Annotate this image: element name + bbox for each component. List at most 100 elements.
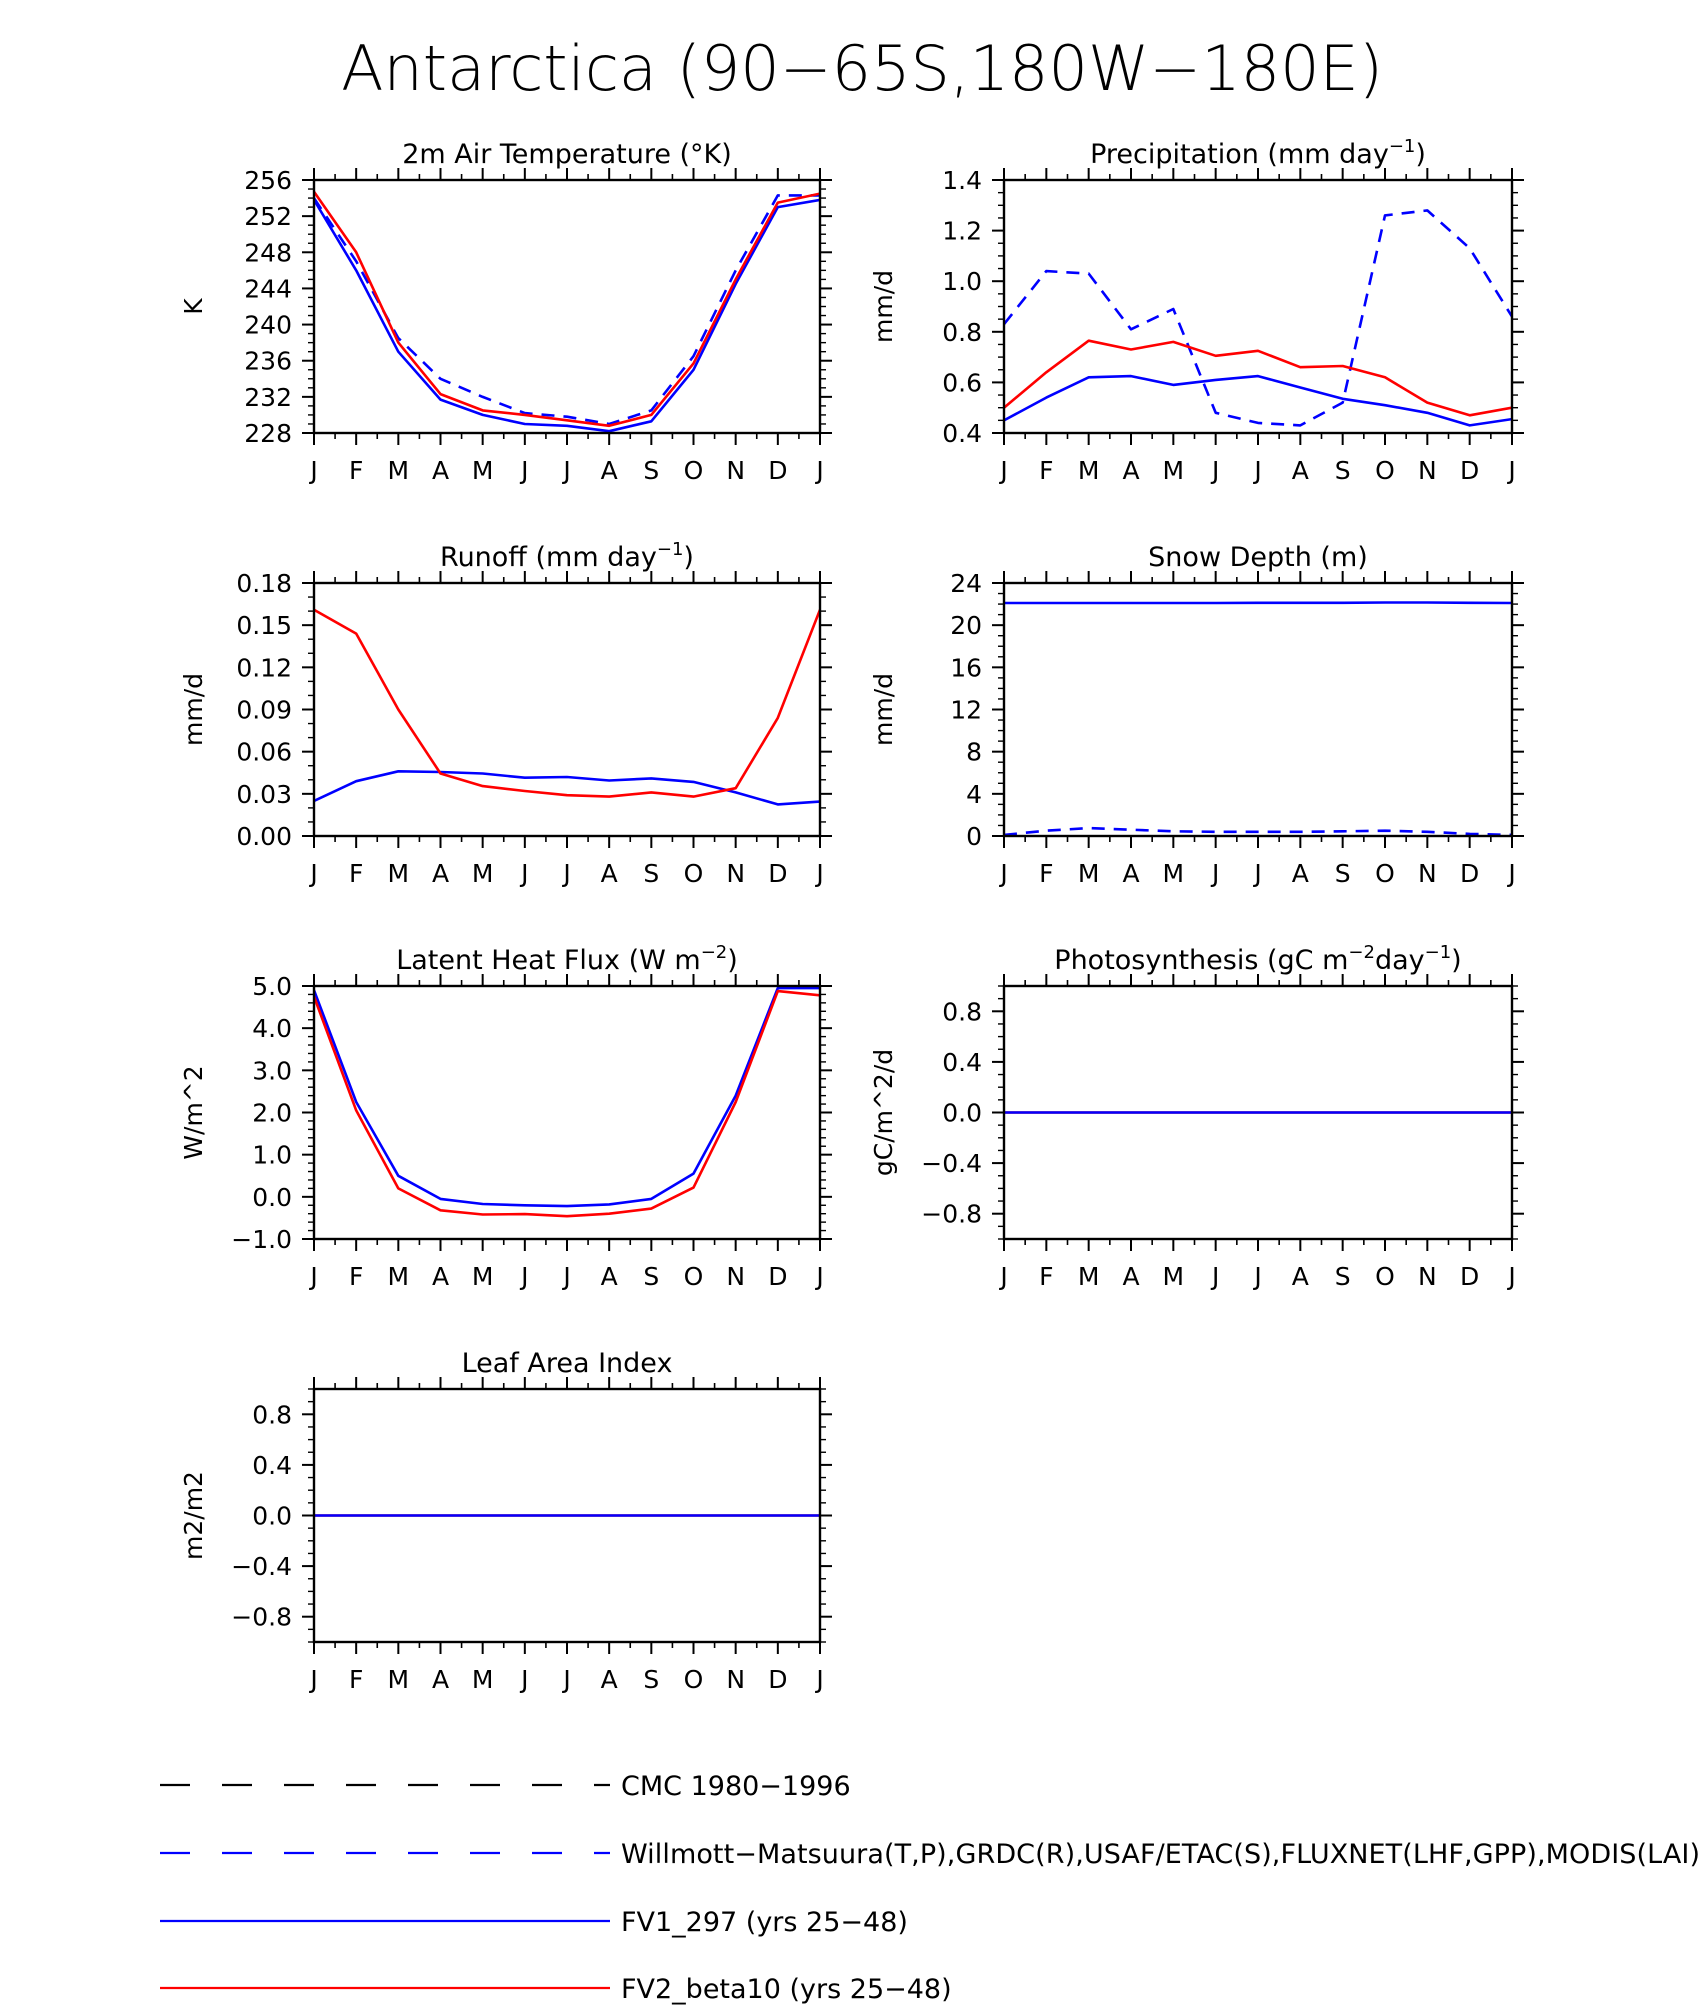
- y-tick-label: 0: [966, 822, 982, 851]
- y-tick-label: −0.4: [921, 1149, 982, 1178]
- plot-frame: [1002, 178, 1514, 435]
- y-tick-label: −0.8: [921, 1200, 982, 1229]
- series-line-fv2: [314, 608, 820, 798]
- series-line-fv1: [314, 198, 820, 433]
- x-tick-label: N: [726, 456, 745, 485]
- y-tick-label: 3.0: [252, 1056, 292, 1085]
- panel-title: Precipitation (mm day−1): [1090, 136, 1426, 170]
- y-tick-label: 20: [950, 611, 982, 640]
- x-tick-label: M: [472, 1665, 494, 1694]
- x-tick-label: D: [768, 1262, 787, 1291]
- x-tick-label: J: [1252, 859, 1261, 888]
- y-tick-label: 0.15: [236, 611, 292, 640]
- x-tick-label: D: [768, 456, 787, 485]
- y-tick-label: 0.00: [236, 822, 292, 851]
- y-axis-label: gC/m^2/d: [869, 1049, 898, 1176]
- y-axis-label: W/m^2: [179, 1065, 208, 1159]
- y-tick-label: 16: [950, 653, 982, 682]
- x-tick-label: O: [684, 859, 704, 888]
- x-tick-label: A: [432, 1262, 449, 1291]
- x-tick-label: A: [601, 1262, 618, 1291]
- legend-label-obs: Willmott−Matsuura(T,P),GRDC(R),USAF/ETAC…: [621, 1839, 1700, 1870]
- panel-gpp: Photosynthesis (gC m−2day−1)gC/m^2/dJ F M A…: [869, 942, 1524, 1291]
- series-line-obs: [314, 194, 820, 426]
- panel-title: Photosynthesis (gC m−2day−1): [1054, 942, 1461, 976]
- legend-item-fv1: FV1_297 (yrs 25−48): [160, 1907, 908, 1938]
- y-tick-label: 5.0: [252, 972, 292, 1001]
- x-tick-label: J: [1506, 1262, 1515, 1291]
- x-tick-label: A: [601, 1665, 618, 1694]
- legend-label-cmc: CMC 1980−1996: [621, 1771, 851, 1802]
- x-tick-label: A: [432, 859, 449, 888]
- x-tick-label: J: [308, 859, 317, 888]
- x-tick-label: M: [388, 1665, 410, 1694]
- x-tick-label: J: [814, 1665, 823, 1694]
- y-tick-label: 0.03: [236, 780, 292, 809]
- x-tick-label: S: [643, 456, 659, 485]
- y-axis-label: K: [179, 298, 208, 315]
- x-tick-label: O: [1375, 859, 1395, 888]
- page-title: Antarctica (90−65S,180W−180E): [341, 32, 1383, 105]
- x-tick-label: J: [998, 1262, 1007, 1291]
- plot-frame: [312, 984, 822, 1241]
- y-tick-label: 0.4: [942, 419, 982, 448]
- x-tick-label: D: [768, 859, 787, 888]
- y-axis-label: mm/d: [869, 673, 898, 746]
- x-tick-label: J: [814, 456, 823, 485]
- series-line-obs: [1004, 826, 1512, 837]
- x-tick-label: J: [519, 1665, 528, 1694]
- x-tick-label: J: [998, 859, 1007, 888]
- x-tick-label: F: [1039, 456, 1053, 485]
- y-tick-label: 0.0: [942, 1099, 982, 1128]
- y-tick-label: 1.0: [942, 267, 982, 296]
- y-tick-label: 240: [244, 311, 292, 340]
- y-tick-label: 256: [244, 166, 292, 195]
- x-tick-label: A: [432, 456, 449, 485]
- y-tick-label: −1.0: [231, 1225, 292, 1254]
- y-tick-label: 252: [244, 202, 292, 231]
- x-tick-label: D: [1460, 456, 1479, 485]
- x-tick-label: N: [1418, 859, 1437, 888]
- x-tick-label: N: [726, 1262, 745, 1291]
- chart-panels: 2m Air Temperature (°K)KJ F M A M J J A S O N D J228…: [179, 136, 1524, 1694]
- panel-title: Runoff (mm day−1): [440, 539, 694, 573]
- x-tick-label: A: [601, 859, 618, 888]
- y-tick-label: 1.2: [942, 217, 982, 246]
- x-tick-label: N: [726, 1665, 745, 1694]
- x-tick-label: J: [1210, 456, 1219, 485]
- x-tick-label: A: [601, 456, 618, 485]
- x-tick-label: J: [998, 456, 1007, 485]
- y-tick-label: 232: [244, 383, 292, 412]
- series-line-fv1: [314, 986, 820, 1208]
- x-tick-label: M: [388, 859, 410, 888]
- x-tick-label: M: [472, 456, 494, 485]
- y-tick-label: 2.0: [252, 1099, 292, 1128]
- x-tick-label: J: [561, 859, 570, 888]
- x-tick-label: J: [561, 1665, 570, 1694]
- x-tick-label: O: [1375, 1262, 1395, 1291]
- y-tick-label: 8: [966, 738, 982, 767]
- x-tick-label: J: [561, 456, 570, 485]
- legend-item-cmc: CMC 1980−1996: [160, 1771, 851, 1802]
- x-tick-label: J: [308, 1262, 317, 1291]
- x-tick-label: O: [684, 456, 704, 485]
- series-line-fv1: [1004, 374, 1512, 427]
- y-tick-label: 0.8: [942, 318, 982, 347]
- x-tick-label: F: [349, 859, 363, 888]
- y-tick-label: 24: [950, 569, 982, 598]
- legend-item-fv2: FV2_beta10 (yrs 25−48): [160, 1974, 952, 2005]
- series-line-obs: [1004, 209, 1512, 427]
- series-line-fv2: [314, 190, 820, 428]
- y-tick-label: 0.0: [252, 1183, 292, 1212]
- x-tick-label: J: [814, 859, 823, 888]
- plot-frame: [312, 581, 822, 838]
- y-tick-label: 0.8: [252, 1400, 292, 1429]
- panel-snow: Snow Depth (m)mm/dJ F M A M J J A S O N D J048121620…: [869, 542, 1524, 888]
- y-tick-label: −0.4: [231, 1552, 292, 1581]
- x-tick-label: A: [1292, 859, 1309, 888]
- y-tick-label: −0.8: [231, 1603, 292, 1632]
- x-tick-label: J: [308, 1665, 317, 1694]
- x-tick-label: M: [1078, 859, 1100, 888]
- y-tick-label: 1.4: [942, 166, 982, 195]
- x-tick-label: S: [1335, 456, 1351, 485]
